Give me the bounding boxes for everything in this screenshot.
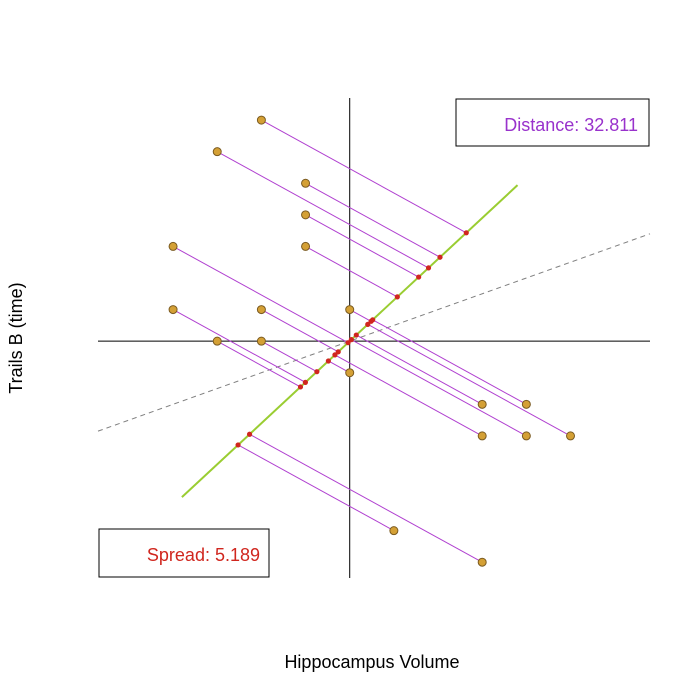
data-point <box>212 336 222 346</box>
projection-point <box>437 254 443 260</box>
projection-point <box>302 379 308 385</box>
data-point <box>345 368 355 378</box>
residual-line <box>237 444 395 532</box>
projection-point <box>348 337 354 343</box>
data-point <box>521 431 531 441</box>
projection-point <box>463 230 469 236</box>
distance-box: Distance: 32.811 <box>455 98 650 147</box>
distance-label: Distance: 32.811 <box>504 115 638 135</box>
residual-line <box>367 323 571 437</box>
data-point <box>256 305 266 315</box>
y-axis-title: Trails B (time) <box>6 282 26 393</box>
data-point <box>168 305 178 315</box>
projection-point <box>314 369 320 375</box>
residual-line <box>351 339 527 437</box>
projection-point <box>370 317 376 323</box>
data-point <box>256 336 266 346</box>
projection-point <box>416 274 422 280</box>
points-layer <box>168 115 576 567</box>
data-point <box>389 526 399 536</box>
data-point <box>345 305 355 315</box>
data-point <box>256 115 266 125</box>
residual-line <box>261 309 339 353</box>
projection-point <box>335 349 341 355</box>
distance-box-frame <box>455 98 650 147</box>
projection-point <box>365 321 371 327</box>
reference-line <box>97 233 651 432</box>
residual-line <box>216 151 429 269</box>
spread-box: Spread: 5.189 <box>98 528 270 578</box>
residual-line <box>216 340 301 388</box>
projection-point <box>246 431 253 437</box>
data-point <box>301 178 311 188</box>
residual-line <box>356 334 483 405</box>
residual-line <box>261 119 467 234</box>
projections-layer <box>235 230 469 448</box>
residual-line <box>172 309 306 383</box>
data-point <box>212 147 222 157</box>
residual-line <box>305 245 398 298</box>
data-point <box>301 210 311 220</box>
data-point <box>521 399 531 409</box>
data-point <box>477 431 487 441</box>
x-axis-title: Hippocampus Volume <box>284 652 459 672</box>
data-point <box>168 241 178 251</box>
projection-point <box>353 332 359 338</box>
projection-point <box>425 265 432 271</box>
projection-point <box>345 340 351 346</box>
residual-line <box>334 354 483 437</box>
residual-line <box>249 433 483 563</box>
projection-point <box>332 352 338 358</box>
projection-point <box>394 294 400 300</box>
data-point <box>477 399 487 409</box>
data-point <box>477 557 487 567</box>
residual-line <box>372 319 527 405</box>
projection-point <box>325 358 331 364</box>
data-point <box>301 241 311 251</box>
residual-line <box>172 245 349 344</box>
residual-line <box>305 214 419 278</box>
spread-label: Spread: 5.189 <box>147 545 260 565</box>
residual-line <box>261 340 318 373</box>
data-point <box>566 431 576 441</box>
residual-line <box>305 182 441 258</box>
projection-point <box>297 384 304 390</box>
projection-point <box>235 442 241 448</box>
spread-box-frame <box>98 528 270 578</box>
lines-layer <box>97 98 651 578</box>
